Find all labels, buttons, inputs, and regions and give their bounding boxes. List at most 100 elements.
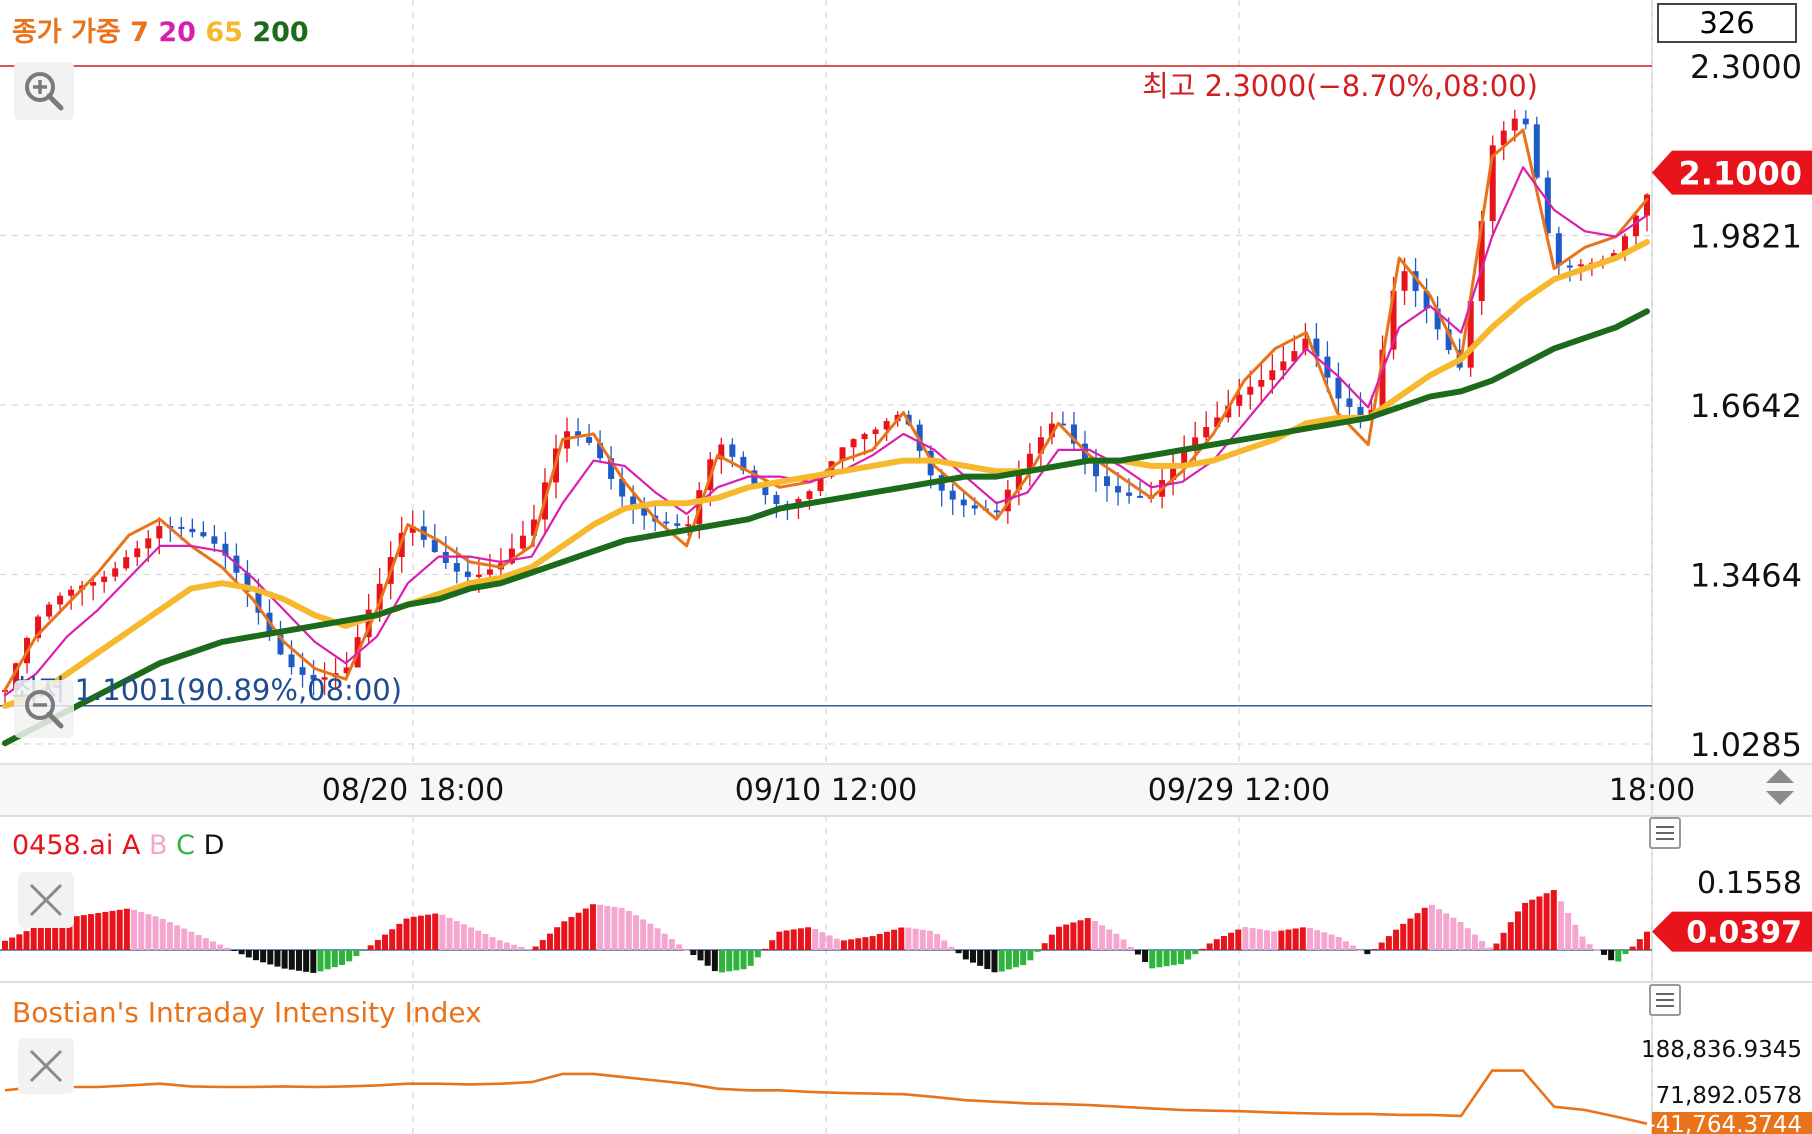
osc-bar (66, 917, 73, 950)
osc-bar (281, 950, 288, 969)
osc-bar (869, 936, 876, 950)
time-tick-label: 18:00 (1609, 773, 1695, 808)
osc-bar (37, 925, 44, 950)
candle-body (850, 439, 857, 448)
osc-bar (676, 944, 683, 950)
osc-bar (1048, 934, 1055, 950)
osc-bar (1428, 904, 1435, 950)
candle-body (57, 595, 64, 605)
osc-bar (382, 934, 389, 950)
candle-body (1037, 437, 1044, 454)
biii-close-icon[interactable] (18, 1038, 74, 1094)
osc-bar (1507, 922, 1514, 950)
candle-body (1313, 338, 1320, 357)
osc-bar (1479, 941, 1486, 950)
scroll-arrows-icon[interactable] (1756, 762, 1804, 812)
osc-bar (1536, 896, 1543, 950)
osc-bar (568, 917, 575, 950)
osc-bar (80, 915, 87, 950)
candle-body (255, 591, 262, 613)
osc-bar (102, 911, 109, 950)
bii-line (4, 1069, 1648, 1125)
osc-bar (1500, 932, 1507, 950)
candle-body (1423, 291, 1430, 309)
osc-bar (1557, 901, 1564, 950)
zoom-out-icon[interactable] (14, 680, 74, 738)
candle-body (299, 667, 306, 675)
osc-bar (546, 933, 553, 950)
osc-bar (2, 940, 8, 950)
osc-bar (1421, 907, 1428, 950)
osc-bar (59, 919, 66, 950)
osc-bar (123, 908, 130, 950)
osc-bar (1342, 941, 1349, 950)
zoom-in-icon[interactable] (14, 62, 74, 120)
candle-body (1269, 370, 1276, 381)
current-price-label: 2.1000 (1679, 155, 1802, 193)
osc-bar (16, 934, 23, 950)
candle-body (861, 433, 868, 440)
osc-bar (876, 933, 883, 950)
candle-body (1092, 462, 1099, 477)
osc-bar (1364, 950, 1371, 955)
osc-bar (317, 950, 324, 972)
osc-bar (1306, 928, 1313, 950)
candle-body (189, 528, 196, 533)
osc-bar (683, 949, 690, 951)
osc-bar (1199, 948, 1206, 950)
osc-bar (1378, 942, 1385, 950)
candle-body (431, 539, 438, 552)
osc-bar (475, 930, 482, 950)
osc-bar (898, 927, 905, 950)
osc-bar (1608, 950, 1615, 961)
osc-bar (640, 919, 647, 950)
moving-average-lines (2, 128, 1650, 747)
candle-body (134, 548, 141, 558)
osc-bar (152, 916, 159, 950)
candle-body (1203, 427, 1210, 438)
biii-menu-icon[interactable] (1649, 984, 1681, 1016)
legend-ma-65: 65 (205, 17, 243, 48)
osc-bar (1292, 928, 1299, 950)
candle-body (762, 483, 769, 496)
candle-body (1302, 338, 1309, 352)
osc-bar (690, 950, 697, 956)
osc-bar (1471, 934, 1478, 950)
count-box: 326 (1657, 3, 1797, 43)
candle-body (1533, 124, 1540, 178)
osc-bar (1213, 939, 1220, 950)
osc-bar (1027, 950, 1034, 961)
osc-menu-icon[interactable] (1649, 817, 1681, 849)
osc-bar (1600, 950, 1607, 955)
osc-bar (1020, 950, 1027, 966)
osc-close-icon[interactable] (18, 872, 74, 928)
candle-body (211, 536, 218, 544)
candle-body (1478, 221, 1485, 302)
osc-bar (417, 915, 424, 950)
count-value: 326 (1699, 6, 1755, 40)
candle-body (1566, 265, 1573, 268)
osc-bar (840, 940, 847, 950)
current-price-badge (1652, 150, 1812, 195)
candle-body (1291, 351, 1298, 362)
osc-bar (1493, 943, 1500, 950)
osc-bar (238, 950, 245, 955)
osc-bar (1034, 950, 1041, 952)
candle-body (222, 543, 229, 556)
legend-ma-20: 20 (158, 17, 196, 48)
candle-body (1214, 417, 1221, 428)
osc-bar (360, 950, 367, 951)
osc-bar (1041, 943, 1048, 950)
osc-bar (274, 950, 281, 967)
osc-bar (1400, 923, 1407, 950)
candle-body (156, 526, 163, 539)
osc-bar (926, 930, 933, 950)
price-tick-label: 1.6642 (1690, 387, 1802, 425)
candle-body (90, 582, 97, 586)
candle-body (817, 476, 824, 492)
osc-bar (1099, 925, 1106, 950)
candle-body (1181, 450, 1188, 465)
osc-bar (575, 912, 582, 950)
